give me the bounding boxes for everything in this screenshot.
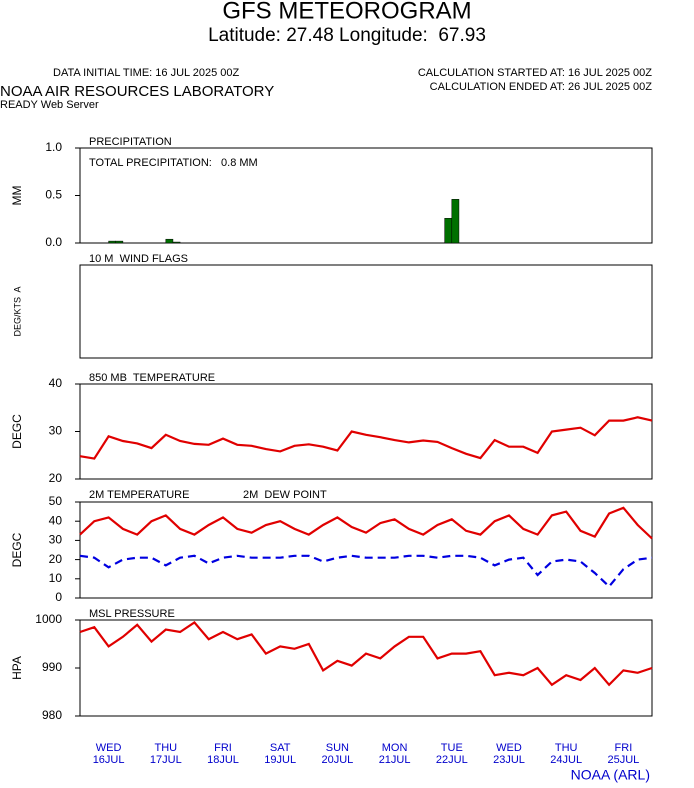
precip-bar — [172, 241, 181, 244]
legend-entry: 2M TEMPERATURE — [89, 489, 189, 501]
y-tick-label: 20 — [49, 471, 63, 485]
plot-frame — [79, 501, 653, 599]
plot-frame — [79, 264, 653, 359]
panel-title: 10 M WIND FLAGS — [89, 253, 188, 265]
precip-bar — [444, 218, 453, 244]
y-tick-label: 20 — [49, 552, 63, 566]
y-tick-label: 10 — [49, 571, 63, 585]
day-label: SAT — [270, 742, 291, 754]
y-axis-label: DEGC — [10, 532, 24, 567]
date-label: 17JUL — [150, 754, 182, 766]
footer: NOAA (ARL) — [571, 767, 650, 783]
day-label: MON — [382, 742, 408, 754]
day-label: WED — [496, 742, 522, 754]
date-label: 24JUL — [550, 754, 582, 766]
precip-bar — [165, 238, 174, 244]
plot-frame — [79, 383, 653, 480]
date-label: 18JUL — [207, 754, 239, 766]
y-tick-label: 30 — [49, 424, 63, 438]
day-label: FRI — [615, 742, 633, 754]
legend-entry: 2M DEW POINT — [243, 489, 327, 501]
lab-name: NOAA AIR RESOURCES LABORATORY — [0, 83, 274, 100]
y-tick-label: 0 — [55, 590, 62, 604]
subtitle: Latitude: 27.48 Longitude: 67.93 — [208, 25, 486, 46]
y-tick-label: 50 — [49, 494, 63, 508]
y-tick-label: 1000 — [35, 612, 62, 626]
date-label: 22JUL — [436, 754, 468, 766]
panel-title: PRECIPITATION — [89, 136, 172, 148]
day-label: TUE — [441, 742, 463, 754]
series-line — [79, 506, 653, 540]
day-label: FRI — [214, 742, 232, 754]
day-label: THU — [154, 742, 177, 754]
day-label: SUN — [326, 742, 349, 754]
series-line — [79, 554, 653, 589]
panel-title: MSL PRESSURE — [89, 608, 175, 620]
server: READY Web Server — [0, 99, 99, 111]
precip-bar — [115, 240, 124, 244]
plot-frame — [79, 619, 653, 717]
date-label: 25JUL — [608, 754, 640, 766]
date-label: 20JUL — [322, 754, 354, 766]
date-label: 23JUL — [493, 754, 525, 766]
y-tick-label: 0.0 — [45, 235, 62, 249]
series-line — [79, 620, 653, 687]
title: GFS METEOROGRAM — [222, 0, 471, 24]
day-label: THU — [555, 742, 578, 754]
y-tick-label: 980 — [42, 708, 62, 722]
y-axis-label: HPA — [10, 656, 24, 680]
y-tick-label: 40 — [49, 376, 63, 390]
y-axis-label: DEG/KTS A — [12, 286, 22, 336]
day-label: WED — [96, 742, 122, 754]
y-tick-label: 990 — [42, 660, 62, 674]
calc-started: CALCULATION STARTED AT: 16 JUL 2025 00Z — [418, 67, 652, 79]
panel-title: 850 MB TEMPERATURE — [89, 372, 215, 384]
initial-time: DATA INITIAL TIME: 16 JUL 2025 00Z — [53, 67, 240, 79]
y-axis-label: DEGC — [10, 414, 24, 449]
date-label: 21JUL — [379, 754, 411, 766]
precip-bar — [108, 240, 116, 244]
series-line — [79, 416, 653, 460]
date-label: 19JUL — [264, 754, 296, 766]
precip-bar — [451, 199, 460, 244]
date-label: 16JUL — [93, 754, 125, 766]
y-tick-label: 40 — [49, 513, 63, 527]
y-axis-label: MM — [10, 186, 24, 206]
calc-ended: CALCULATION ENDED AT: 26 JUL 2025 00Z — [430, 81, 653, 93]
y-tick-label: 0.5 — [45, 188, 62, 202]
y-tick-label: 1.0 — [45, 140, 62, 154]
annotation: TOTAL PRECIPITATION: 0.8 MM — [89, 157, 258, 169]
y-tick-label: 30 — [49, 533, 63, 547]
